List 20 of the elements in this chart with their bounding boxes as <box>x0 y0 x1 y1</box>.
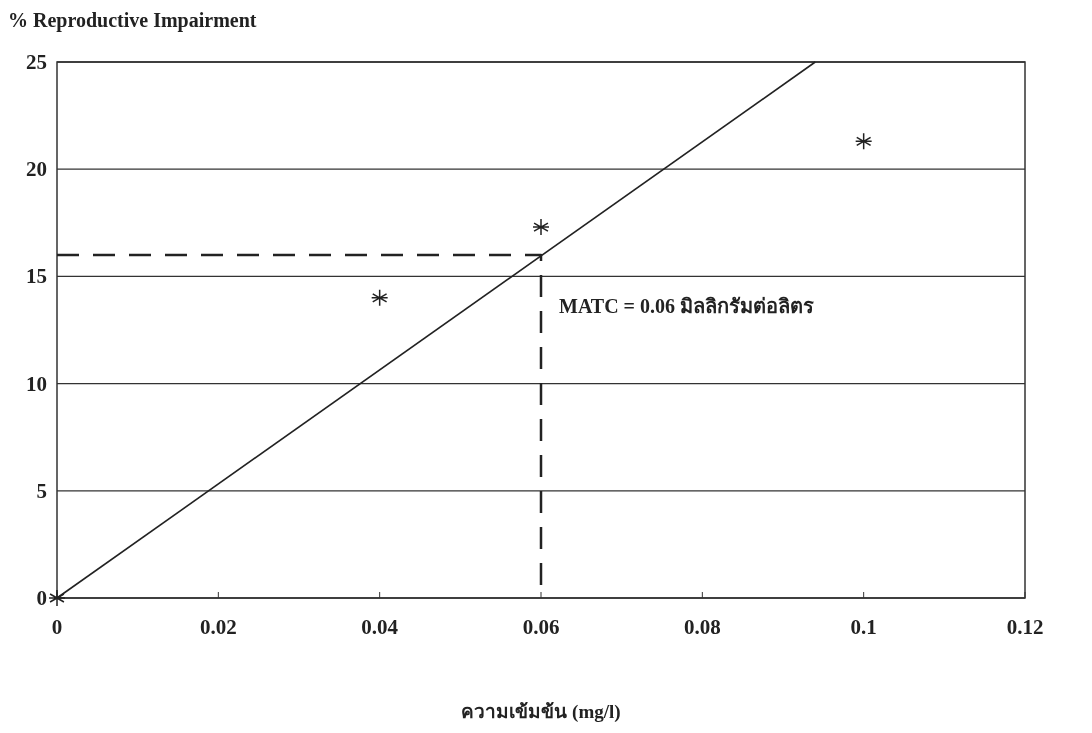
y-tick-label: 0 <box>36 586 47 610</box>
y-tick-label: 25 <box>26 50 47 74</box>
y-tick-label: 10 <box>26 371 47 396</box>
point <box>532 218 550 236</box>
x-tick-label: 0.1 <box>850 615 877 639</box>
point <box>48 589 66 607</box>
x-tick-label: 0.08 <box>683 615 721 639</box>
y-tick-label: 20 <box>26 157 47 182</box>
y-axis-title: % Reproductive Impairment <box>8 9 257 32</box>
x-tick-label: 0.06 <box>522 615 560 639</box>
x-tick-label: 0.04 <box>361 615 399 639</box>
x-tick-label: 0.12 <box>1006 615 1044 639</box>
x-tick-label: 0.02 <box>199 615 237 639</box>
point <box>370 289 389 307</box>
point <box>854 132 873 151</box>
y-tick-label: 5 <box>36 478 47 503</box>
x-axis-title: ความเข้มข้น (mg/l) <box>461 701 621 723</box>
x-tick-label: 0 <box>51 615 63 639</box>
annotation: MATC = 0.06 มิลลิกรัมต่อลิตร <box>559 294 815 317</box>
y-tick-label: 15 <box>26 264 47 289</box>
